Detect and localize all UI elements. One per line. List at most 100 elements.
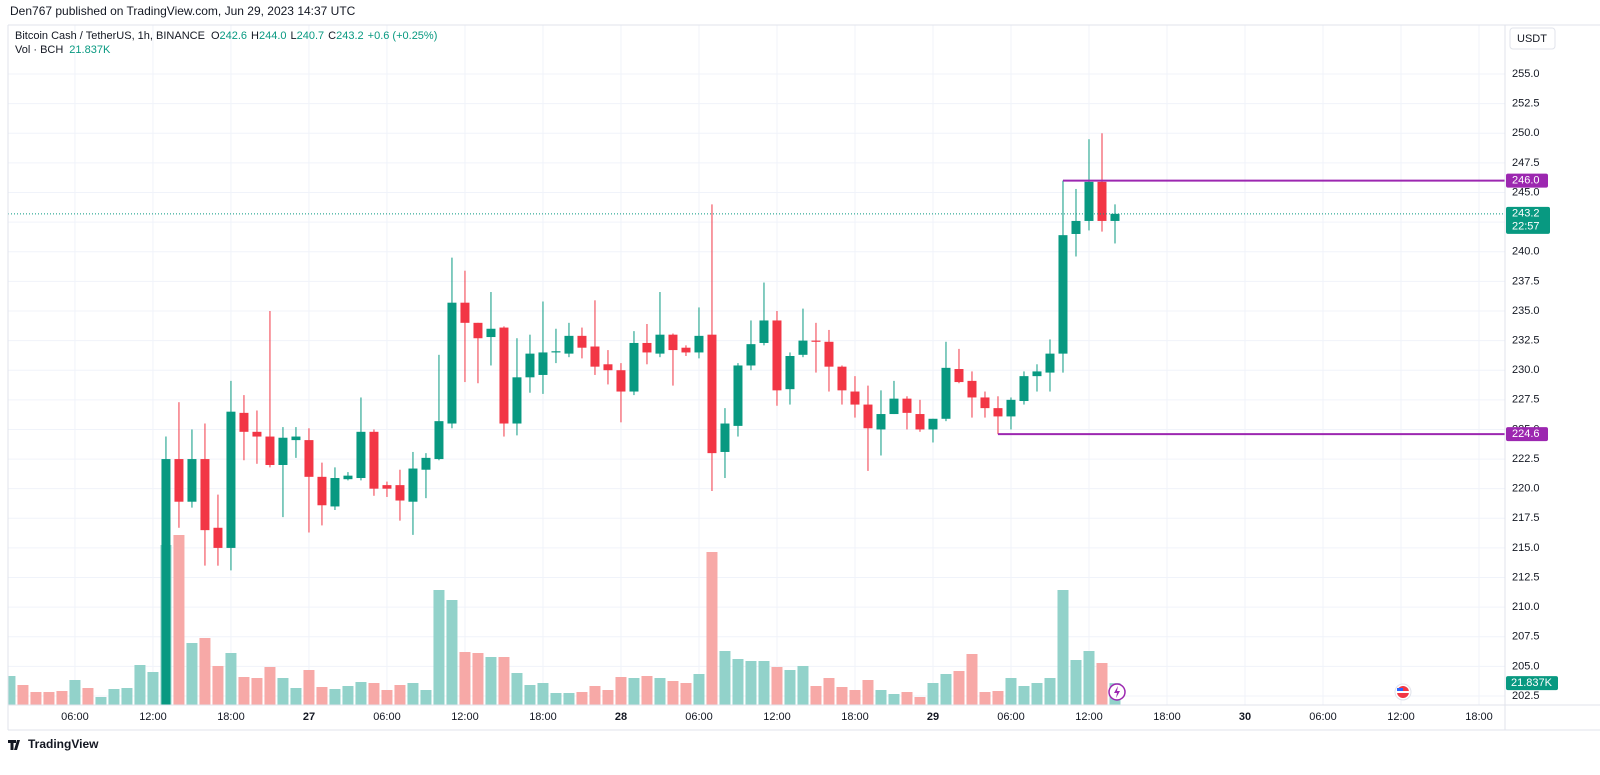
y-tick-label: 237.5	[1512, 275, 1540, 287]
candle-body	[681, 347, 691, 353]
candle-body	[291, 436, 301, 441]
y-tick-label: 205.0	[1512, 660, 1540, 672]
candle-body	[694, 335, 704, 353]
volume-bar	[797, 666, 809, 705]
x-tick-label: 12:00	[1075, 711, 1103, 723]
candle-body	[525, 353, 535, 378]
volume-bar	[316, 687, 328, 705]
volume-bar	[82, 688, 94, 705]
volume-bar	[589, 686, 601, 705]
volume-bar	[537, 683, 549, 705]
x-tick-label: 06:00	[685, 711, 713, 723]
volume-bar	[888, 694, 900, 705]
y-tick-label: 232.5	[1512, 335, 1540, 347]
countdown: 22:57	[1512, 221, 1540, 233]
volume-bar	[121, 688, 133, 705]
y-tick-label: 222.5	[1512, 453, 1540, 465]
x-tick-label: 18:00	[529, 711, 557, 723]
candle-body	[785, 355, 795, 390]
candle-body	[122, 727, 131, 729]
candle-body	[447, 302, 457, 424]
x-tick-label: 29	[927, 711, 939, 723]
flag-canton	[1397, 688, 1403, 691]
level-box	[1506, 427, 1548, 442]
volume-bar	[810, 686, 822, 705]
volume-bar	[472, 653, 484, 705]
volume-bar	[719, 651, 731, 705]
y-tick-label: 202.5	[1512, 690, 1540, 702]
candle-body	[213, 527, 223, 548]
candle-body	[980, 397, 990, 409]
volume-bar	[225, 653, 237, 705]
x-tick-label: 18:00	[1465, 711, 1493, 723]
candle-body	[551, 351, 561, 353]
volume-bar	[615, 677, 627, 705]
volume-bar	[446, 600, 458, 705]
candle-body	[408, 468, 418, 502]
candle-body	[850, 391, 860, 405]
symbol: Bitcoin Cash / TetherUS, 1h, BINANCE	[15, 30, 205, 42]
volume-bar	[238, 677, 250, 705]
candle-body	[915, 414, 925, 430]
volume-bar	[1083, 651, 1095, 705]
x-tick-label: 30	[1239, 711, 1251, 723]
volume-bar	[30, 692, 42, 705]
volume-bar	[368, 683, 380, 705]
candle-body	[278, 437, 288, 465]
y-tick-label: 210.0	[1512, 601, 1540, 613]
volume-bar	[290, 688, 302, 705]
candle-body	[590, 346, 600, 367]
candle-body	[382, 485, 392, 489]
y-tick-label: 220.0	[1512, 483, 1540, 495]
candle-body	[304, 440, 314, 477]
candle-body	[512, 377, 522, 424]
volume-bar	[667, 681, 679, 705]
volume-bar	[940, 674, 952, 705]
candle-body	[473, 322, 483, 339]
publisher: Den767 published on TradingView.com, Jun…	[10, 4, 356, 18]
candle-body	[876, 414, 886, 430]
level-label: 224.6	[1512, 428, 1540, 440]
candle-body	[941, 367, 951, 419]
candle-body	[538, 352, 548, 375]
candle-body	[226, 411, 236, 548]
candle-body	[460, 302, 470, 323]
y-tick-label: 227.5	[1512, 394, 1540, 406]
volume-bar	[342, 686, 354, 705]
y-tick-label: 240.0	[1512, 246, 1540, 258]
volume-bar	[212, 666, 224, 705]
legend-value: 243.2	[336, 30, 364, 42]
volume-bar	[407, 683, 419, 705]
currency[interactable]: USDT	[1517, 33, 1547, 45]
volume-bar	[329, 689, 341, 705]
candle-body	[733, 365, 743, 426]
volume-bar	[17, 685, 29, 705]
volume-bar	[498, 657, 510, 705]
volume-bar	[732, 659, 744, 705]
legend-key: O	[211, 30, 220, 42]
x-tick-label: 27	[303, 711, 315, 723]
legend-key: L	[291, 30, 297, 42]
candle-body	[252, 431, 262, 437]
candle-layer	[122, 133, 1120, 729]
candle-body	[837, 366, 847, 391]
candle-body	[863, 404, 873, 429]
volume-bar	[420, 690, 432, 705]
x-tick-label: 06:00	[1309, 711, 1337, 723]
currency-box[interactable]	[1509, 27, 1556, 50]
x-tick-label: 18:00	[841, 711, 869, 723]
grid	[8, 25, 1505, 705]
candle-body	[330, 478, 340, 507]
volume-value: 21.837K	[69, 44, 111, 56]
volume-bar	[745, 661, 757, 705]
candle-body	[486, 328, 496, 338]
volume-bar	[628, 678, 640, 705]
legend-value: 240.7	[297, 30, 325, 42]
volume-bar	[56, 691, 68, 705]
candle-body	[824, 341, 834, 367]
candle-body	[1058, 235, 1068, 354]
x-tick-label: 06:00	[373, 711, 401, 723]
volume-bar	[602, 690, 614, 705]
